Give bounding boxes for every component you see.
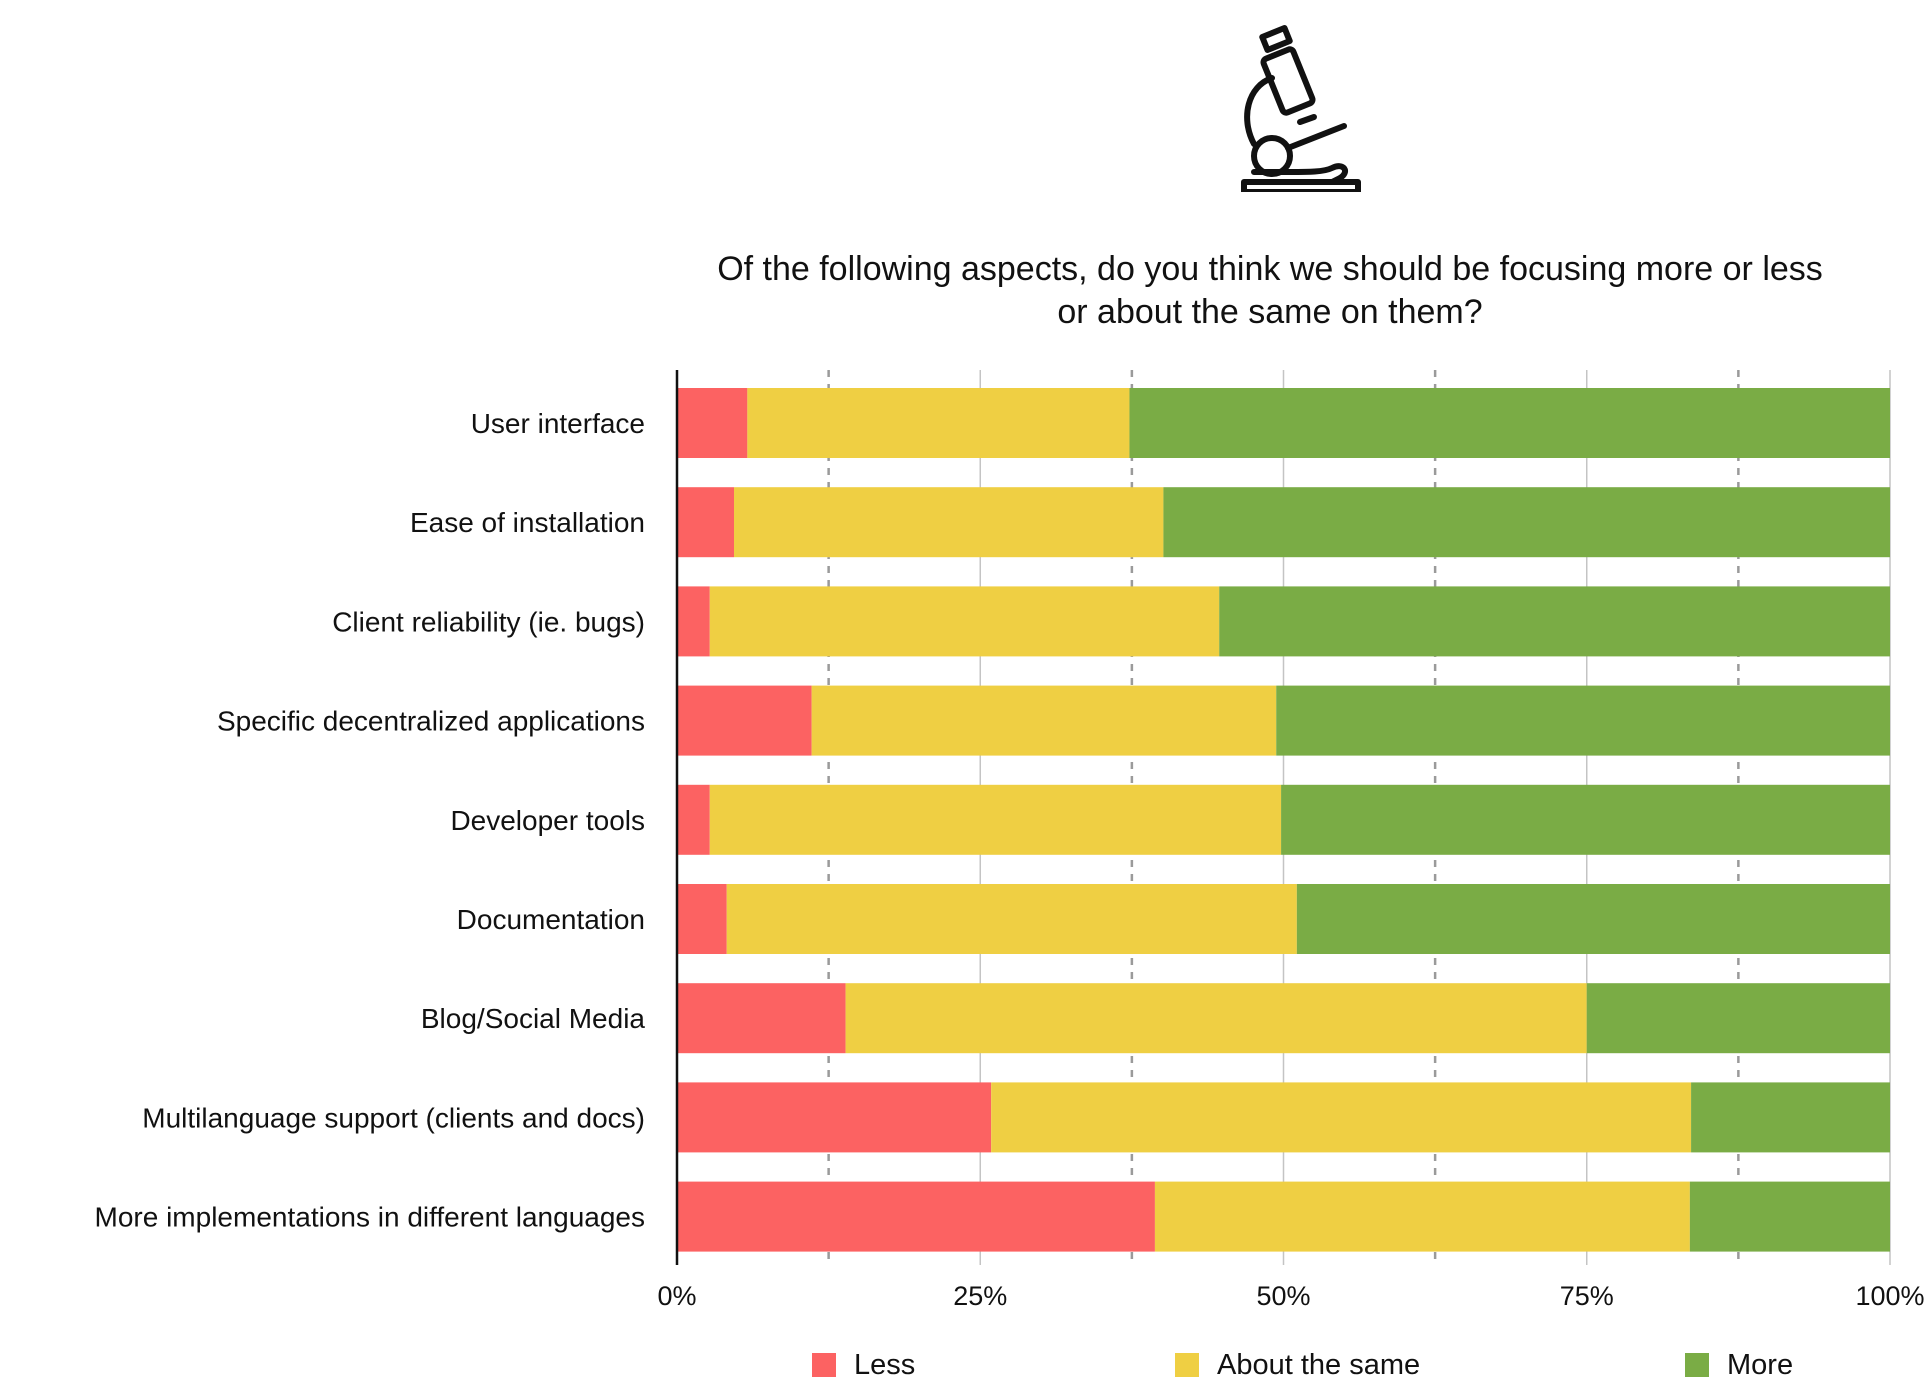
category-label: Developer tools — [450, 805, 645, 836]
bar-segment — [1689, 1181, 1890, 1252]
category-label: Blog/Social Media — [421, 1003, 646, 1034]
legend-item: Less — [812, 1340, 915, 1390]
x-tick-label: 100% — [1855, 1281, 1924, 1311]
bar-segment — [677, 388, 748, 458]
legend-item: More — [1685, 1340, 1793, 1390]
category-label: Specific decentralized applications — [217, 706, 645, 737]
x-tick-label: 0% — [657, 1281, 696, 1311]
bar-segment — [1276, 685, 1890, 756]
bar-segment — [709, 586, 1220, 657]
x-tick-label: 75% — [1560, 1281, 1614, 1311]
chart-title-line-2: or about the same on them? — [1057, 293, 1483, 331]
bar-segment — [1296, 884, 1890, 954]
bar-segment — [677, 1082, 992, 1153]
bar-segment — [677, 784, 710, 855]
bar-segment — [991, 1082, 1692, 1153]
bar-segment — [677, 983, 846, 1054]
legend-swatch — [1175, 1353, 1199, 1377]
chart-title-line-1: Of the following aspects, do you think w… — [717, 250, 1823, 288]
bar-segment — [677, 586, 710, 657]
bar-segment — [1154, 1181, 1690, 1252]
bar-segment — [677, 884, 727, 954]
legend-swatch — [812, 1353, 836, 1377]
legend-item: About the same — [1175, 1340, 1420, 1390]
bar-segment — [677, 487, 735, 558]
bar-segment — [726, 884, 1297, 954]
legend-label: More — [1727, 1348, 1794, 1381]
bar-segment — [677, 1181, 1155, 1252]
category-label: More implementations in different langua… — [95, 1202, 645, 1233]
bar-segment — [811, 685, 1277, 756]
legend-swatch — [1685, 1353, 1709, 1377]
category-label: Ease of installation — [410, 507, 645, 538]
category-label: Documentation — [457, 904, 645, 935]
microscope-icon — [1241, 25, 1361, 192]
bar-segment — [845, 983, 1587, 1054]
bar-segment — [1281, 784, 1890, 855]
legend-label: About the same — [1217, 1348, 1421, 1381]
bar-segment — [677, 685, 812, 756]
legend-label: Less — [854, 1348, 916, 1381]
bar-segment — [1163, 487, 1890, 558]
x-tick-label: 25% — [953, 1281, 1007, 1311]
bar-segment — [1219, 586, 1890, 657]
chart-title: Of the following aspects, do you think w… — [640, 248, 1900, 334]
bar-segment — [1586, 983, 1890, 1054]
bar-segment — [709, 784, 1282, 855]
bar-segment — [734, 487, 1164, 558]
category-label: Client reliability (ie. bugs) — [332, 606, 645, 637]
bar-segment — [1129, 388, 1890, 458]
category-label: User interface — [471, 408, 645, 439]
bar-segment — [1691, 1082, 1890, 1153]
x-tick-label: 50% — [1256, 1281, 1310, 1311]
chart-legend: Less About the same More — [0, 1340, 1928, 1390]
bar-segment — [747, 388, 1130, 458]
category-label: Multilanguage support (clients and docs) — [142, 1102, 645, 1133]
